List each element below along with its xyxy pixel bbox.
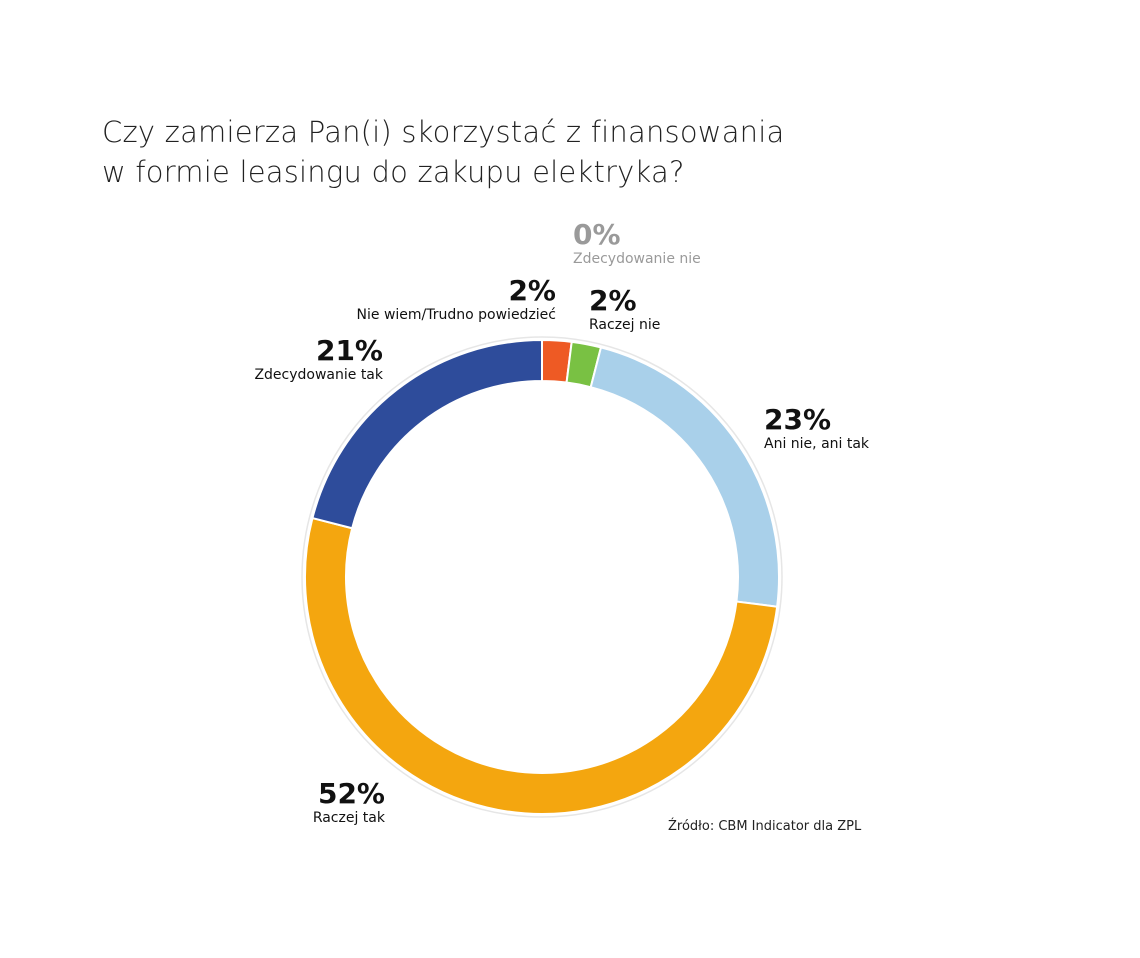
- data-label-zdecydowanie-tak: 21% Zdecydowanie tak: [254, 336, 383, 384]
- category-label: Raczej tak: [312, 810, 385, 826]
- donut-slice-zdecydowanie-tak: [311, 338, 543, 530]
- data-label-raczej-nie: 2% Raczej nie: [589, 286, 660, 334]
- outer-ring: [301, 336, 783, 818]
- data-label-nie-wiem: 2% Nie wiem/Trudno powiedzieć: [357, 276, 556, 324]
- chart-title-line-2: w formie leasingu do zakupu elektryka?: [102, 155, 685, 189]
- pct-label: 52%: [317, 777, 385, 810]
- donut-slice-ani-nie-ani-tak: [589, 346, 780, 608]
- data-label-zdecydowanie-nie: 0% Zdecydowanie nie: [573, 220, 701, 268]
- chart-title: Czy zamierza Pan(i) skorzystać z finanso…: [102, 112, 785, 192]
- pct-label: 2%: [589, 284, 637, 317]
- chart-title-line-1: Czy zamierza Pan(i) skorzystać z finanso…: [102, 115, 785, 149]
- data-label-ani-nie-ani-tak: 23% Ani nie, ani tak: [764, 405, 869, 453]
- category-label: Nie wiem/Trudno powiedzieć: [356, 307, 556, 323]
- category-label: Raczej nie: [589, 317, 661, 333]
- category-label: Ani nie, ani tak: [764, 436, 870, 452]
- donut-slice-raczej-tak: [304, 516, 779, 816]
- pct-label: 23%: [764, 403, 832, 436]
- source-note: Źródło: CBM Indicator dla ZPL: [668, 819, 862, 834]
- category-label: Zdecydowanie nie: [573, 251, 701, 267]
- pct-label: 0%: [573, 218, 621, 251]
- pct-label: 2%: [508, 274, 556, 307]
- category-label: Zdecydowanie tak: [254, 367, 383, 383]
- pct-label: 21%: [315, 334, 383, 367]
- data-label-raczej-tak: 52% Raczej tak: [313, 779, 385, 827]
